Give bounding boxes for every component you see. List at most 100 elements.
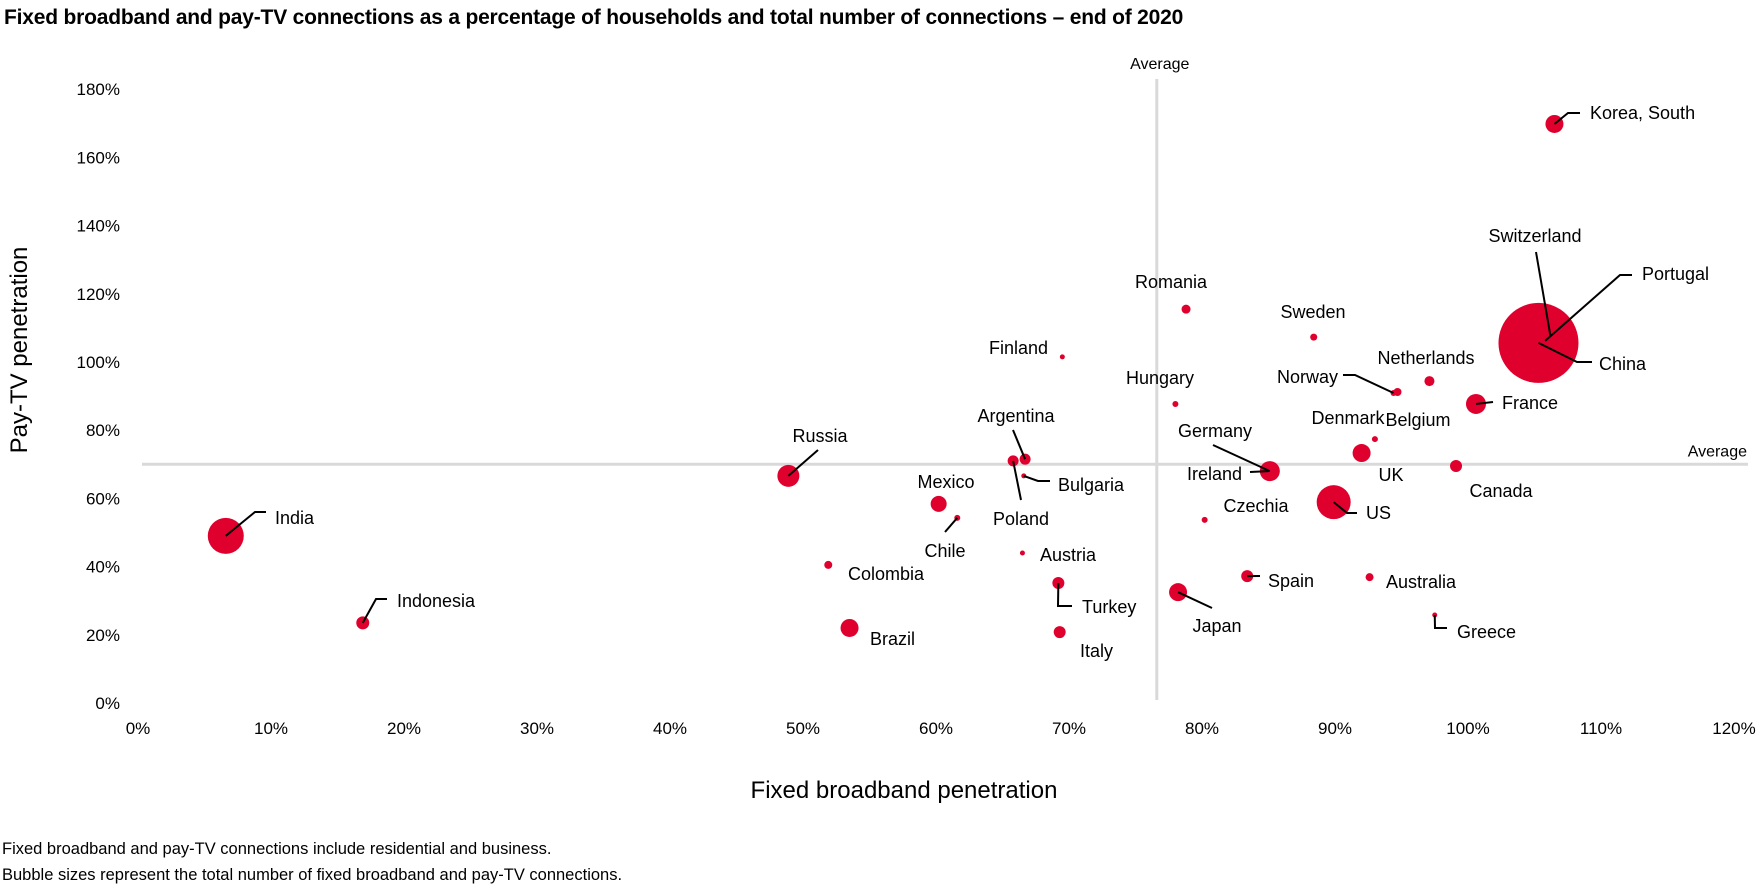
bubble-hungary bbox=[1172, 400, 1179, 407]
x-axis-ticks: 0% 10% 20% 30% 40% 50% 60% 70% 80% 90% 100% 110% 120… bbox=[126, 719, 1756, 738]
leader-line-turkey bbox=[1056, 582, 1072, 607]
point-label-hungary: Hungary bbox=[1126, 368, 1194, 388]
point-label-netherlands: Netherlands bbox=[1377, 348, 1474, 368]
average-label-vertical: Average bbox=[1130, 56, 1189, 73]
bubble-finland bbox=[1059, 354, 1065, 360]
leader-line-portugal bbox=[1544, 274, 1632, 342]
x-tick-label: 0% bbox=[126, 719, 151, 738]
leader-line-korea-south bbox=[1553, 112, 1580, 125]
x-tick-label: 100% bbox=[1446, 719, 1489, 738]
point-label-poland: Poland bbox=[993, 509, 1049, 529]
point-label-korea-south: Korea, South bbox=[1590, 103, 1695, 123]
point-label-australia: Australia bbox=[1386, 572, 1457, 592]
point-label-italy: Italy bbox=[1080, 641, 1113, 661]
point-label-japan: Japan bbox=[1192, 616, 1241, 636]
leader-line-japan bbox=[1177, 591, 1213, 609]
y-tick-label: 80% bbox=[86, 421, 120, 440]
leader-line-chile bbox=[944, 517, 959, 533]
point-label-colombia: Colombia bbox=[848, 564, 925, 584]
point-label-portugal: Portugal bbox=[1642, 264, 1709, 284]
bubble-australia bbox=[1365, 573, 1374, 582]
bubble-colombia bbox=[824, 560, 833, 569]
y-tick-label: 100% bbox=[77, 353, 120, 372]
leader-line-russia bbox=[787, 449, 819, 477]
point-label-germany: Germany bbox=[1178, 421, 1252, 441]
leader-line-argentina bbox=[1012, 429, 1027, 460]
point-label-ireland: Ireland bbox=[1187, 464, 1242, 484]
point-label-spain: Spain bbox=[1268, 571, 1314, 591]
point-label-denmark: Denmark bbox=[1311, 408, 1385, 428]
bubbles bbox=[207, 114, 1579, 639]
x-tick-label: 70% bbox=[1052, 719, 1086, 738]
point-label-france: France bbox=[1502, 393, 1558, 413]
x-tick-label: 80% bbox=[1185, 719, 1219, 738]
point-label-argentina: Argentina bbox=[977, 406, 1055, 426]
y-tick-label: 0% bbox=[95, 694, 120, 713]
point-label-india: India bbox=[275, 508, 315, 528]
point-label-brazil: Brazil bbox=[870, 629, 915, 649]
average-label-horizontal: Average bbox=[1688, 443, 1747, 460]
leader-line-ireland bbox=[1249, 470, 1269, 473]
y-tick-label: 180% bbox=[77, 80, 120, 99]
point-label-switzerland: Switzerland bbox=[1488, 226, 1581, 246]
leader-line-bulgaria bbox=[1023, 474, 1050, 482]
leader-line-poland bbox=[1012, 460, 1022, 501]
leader-line-norway bbox=[1343, 374, 1394, 394]
y-tick-label: 40% bbox=[86, 558, 120, 577]
y-tick-label: 160% bbox=[77, 148, 120, 167]
point-label-indonesia: Indonesia bbox=[397, 591, 476, 611]
chart-title: Fixed broadband and pay-TV connections a… bbox=[4, 6, 1184, 29]
bubble-uk bbox=[1352, 444, 1371, 463]
point-label-chile: Chile bbox=[924, 541, 965, 561]
point-label-mexico: Mexico bbox=[917, 472, 974, 492]
point-label-china: China bbox=[1599, 354, 1647, 374]
point-label-us: US bbox=[1366, 503, 1391, 523]
point-labels: India Indonesia Russia Colombia Brazil Mexico… bbox=[275, 103, 1709, 661]
x-tick-label: 60% bbox=[919, 719, 953, 738]
leader-line-india bbox=[225, 511, 266, 537]
x-tick-label: 90% bbox=[1318, 719, 1352, 738]
x-tick-label: 110% bbox=[1580, 719, 1622, 738]
leader-line-france bbox=[1475, 401, 1494, 405]
y-tick-label: 120% bbox=[77, 285, 120, 304]
bubble-netherlands bbox=[1424, 376, 1435, 387]
y-tick-label: 60% bbox=[86, 489, 120, 508]
leader-lines bbox=[225, 112, 1632, 629]
leader-line-us bbox=[1333, 501, 1357, 514]
bubble-italy bbox=[1053, 626, 1066, 639]
footnote-2: Bubble sizes represent the total number … bbox=[2, 866, 623, 884]
point-label-belgium: Belgium bbox=[1385, 410, 1450, 430]
point-label-bulgaria: Bulgaria bbox=[1058, 475, 1125, 495]
x-tick-label: 40% bbox=[653, 719, 687, 738]
leader-line-germany bbox=[1212, 444, 1271, 473]
bubble-denmark bbox=[1371, 436, 1378, 443]
footnote-1: Fixed broadband and pay-TV connections i… bbox=[2, 840, 552, 858]
bubble-czechia bbox=[1201, 516, 1208, 523]
bubble-brazil bbox=[840, 618, 859, 637]
point-label-turkey: Turkey bbox=[1082, 597, 1136, 617]
point-label-austria: Austria bbox=[1040, 545, 1097, 565]
y-axis-title: Pay-TV penetration bbox=[6, 247, 33, 454]
y-tick-label: 20% bbox=[86, 626, 120, 645]
x-tick-label: 50% bbox=[786, 719, 820, 738]
x-tick-label: 10% bbox=[254, 719, 288, 738]
x-axis-title: Fixed broadband penetration bbox=[751, 777, 1058, 804]
point-label-czechia: Czechia bbox=[1223, 496, 1289, 516]
bubble-romania bbox=[1181, 304, 1191, 314]
x-tick-label: 30% bbox=[520, 719, 554, 738]
leader-line-indonesia bbox=[361, 598, 387, 624]
y-axis-ticks: 0% 20% 40% 60% 80% 100% 120% 140% 160% 180% bbox=[77, 80, 120, 713]
point-label-sweden: Sweden bbox=[1280, 302, 1345, 322]
reference-lines: Average Average bbox=[142, 56, 1748, 700]
bubble-canada bbox=[1450, 460, 1463, 473]
bubble-mexico bbox=[930, 495, 947, 512]
point-label-greece: Greece bbox=[1457, 622, 1516, 642]
x-tick-label: 20% bbox=[387, 719, 421, 738]
y-tick-label: 140% bbox=[77, 217, 120, 236]
leader-line-greece bbox=[1433, 615, 1447, 629]
point-label-russia: Russia bbox=[792, 426, 848, 446]
point-label-canada: Canada bbox=[1469, 481, 1533, 501]
point-label-finland: Finland bbox=[989, 338, 1048, 358]
bubble-austria bbox=[1019, 550, 1025, 556]
